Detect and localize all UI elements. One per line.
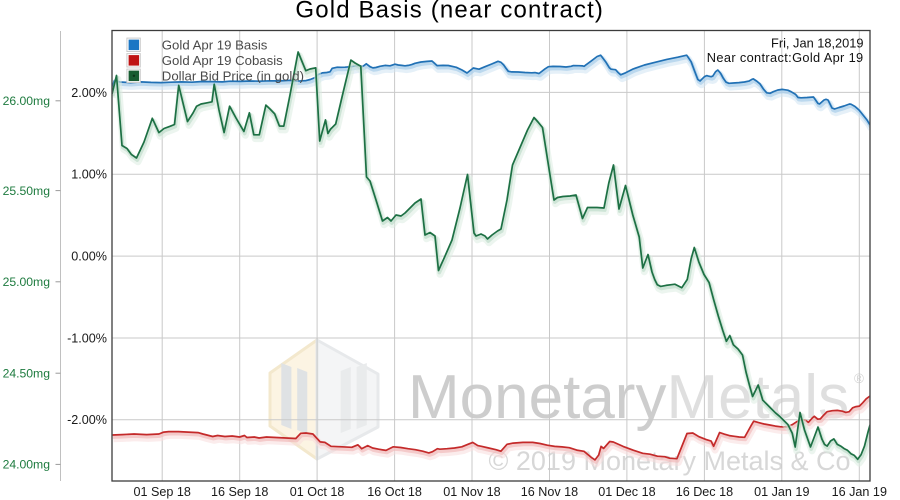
svg-text:26.00mg: 26.00mg: [3, 94, 50, 108]
svg-text:2.00%: 2.00%: [71, 86, 107, 100]
svg-text:Gold Apr 19 Cobasis: Gold Apr 19 Cobasis: [162, 53, 283, 68]
svg-text:24.00mg: 24.00mg: [3, 458, 50, 472]
svg-text:-2.00%: -2.00%: [67, 413, 107, 427]
svg-text:0.00%: 0.00%: [71, 250, 107, 264]
svg-text:Gold Basis (near contract): Gold Basis (near contract): [295, 0, 604, 24]
svg-text:16 Oct 18: 16 Oct 18: [367, 485, 422, 499]
svg-text:16 Sep 18: 16 Sep 18: [211, 485, 268, 499]
svg-text:25.50mg: 25.50mg: [3, 184, 50, 198]
svg-text:01 Nov 18: 01 Nov 18: [443, 485, 500, 499]
svg-text:16 Dec 18: 16 Dec 18: [676, 485, 733, 499]
svg-text:01 Dec 18: 01 Dec 18: [598, 485, 655, 499]
svg-text:16 Jan 19: 16 Jan 19: [832, 485, 887, 499]
svg-text:1.00%: 1.00%: [71, 168, 107, 182]
svg-text:01 Oct 18: 01 Oct 18: [290, 485, 345, 499]
svg-text:16 Nov 18: 16 Nov 18: [521, 485, 578, 499]
svg-text:Dollar Bid Price (in gold): Dollar Bid Price (in gold): [162, 69, 304, 84]
svg-text:01 Jan 19: 01 Jan 19: [754, 485, 809, 499]
svg-text:Near contract:Gold Apr 19: Near contract:Gold Apr 19: [707, 50, 864, 65]
svg-text:-1.00%: -1.00%: [67, 331, 107, 345]
svg-text:24.50mg: 24.50mg: [3, 367, 50, 381]
svg-text:Gold Apr 19 Basis: Gold Apr 19 Basis: [162, 38, 268, 53]
svg-text:25.00mg: 25.00mg: [3, 275, 50, 289]
svg-text:01 Sep 18: 01 Sep 18: [133, 485, 190, 499]
svg-text:Fri, Jan 18,2019: Fri, Jan 18,2019: [771, 36, 863, 51]
